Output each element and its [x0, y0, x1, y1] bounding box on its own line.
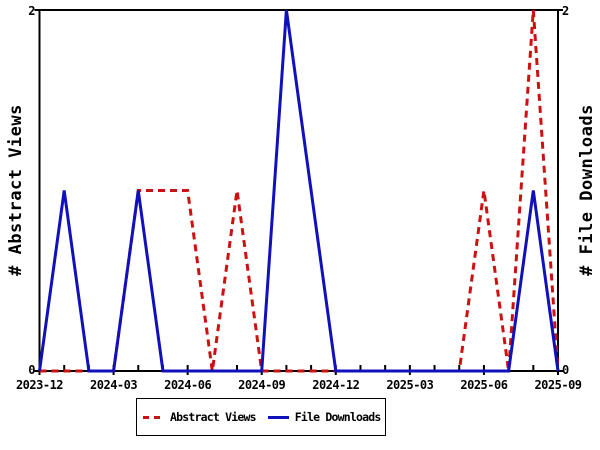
x-tick-label: 2024-03 [90, 378, 137, 392]
series-line-abstract-views [39, 9, 560, 373]
x-tick-label: 2025-09 [534, 378, 581, 392]
y-axis-title-left: # Abstract Views [6, 104, 26, 276]
series-line-file-downloads [38, 9, 560, 373]
y-axis-max-label-right: 2 [562, 4, 569, 18]
x-tick-label: 2024-06 [164, 378, 211, 392]
y-axis-title-right: # File Downloads [577, 104, 597, 276]
x-tick-label: 2025-03 [386, 378, 433, 392]
legend-solid-line-sample [267, 415, 289, 419]
y-axis-min-label-left: 0 [28, 363, 35, 377]
plot-border [38, 9, 559, 372]
legend-label-file-downloads: File Downloads [294, 410, 382, 424]
x-tick-label: 2024-12 [312, 378, 359, 392]
x-tick-label: 2025-06 [460, 378, 507, 392]
legend-dashed-line-sample [143, 415, 164, 419]
legend-label-abstract-views: Abstract Views [170, 410, 257, 424]
x-tick-label: 2023-12 [16, 378, 63, 392]
x-tick-label: 2024-09 [238, 378, 285, 392]
y-axis-min-label-right: 0 [562, 363, 569, 377]
y-axis-max-label-left: 2 [28, 4, 35, 18]
legend-box: Abstract Views File Downloads [136, 398, 386, 436]
